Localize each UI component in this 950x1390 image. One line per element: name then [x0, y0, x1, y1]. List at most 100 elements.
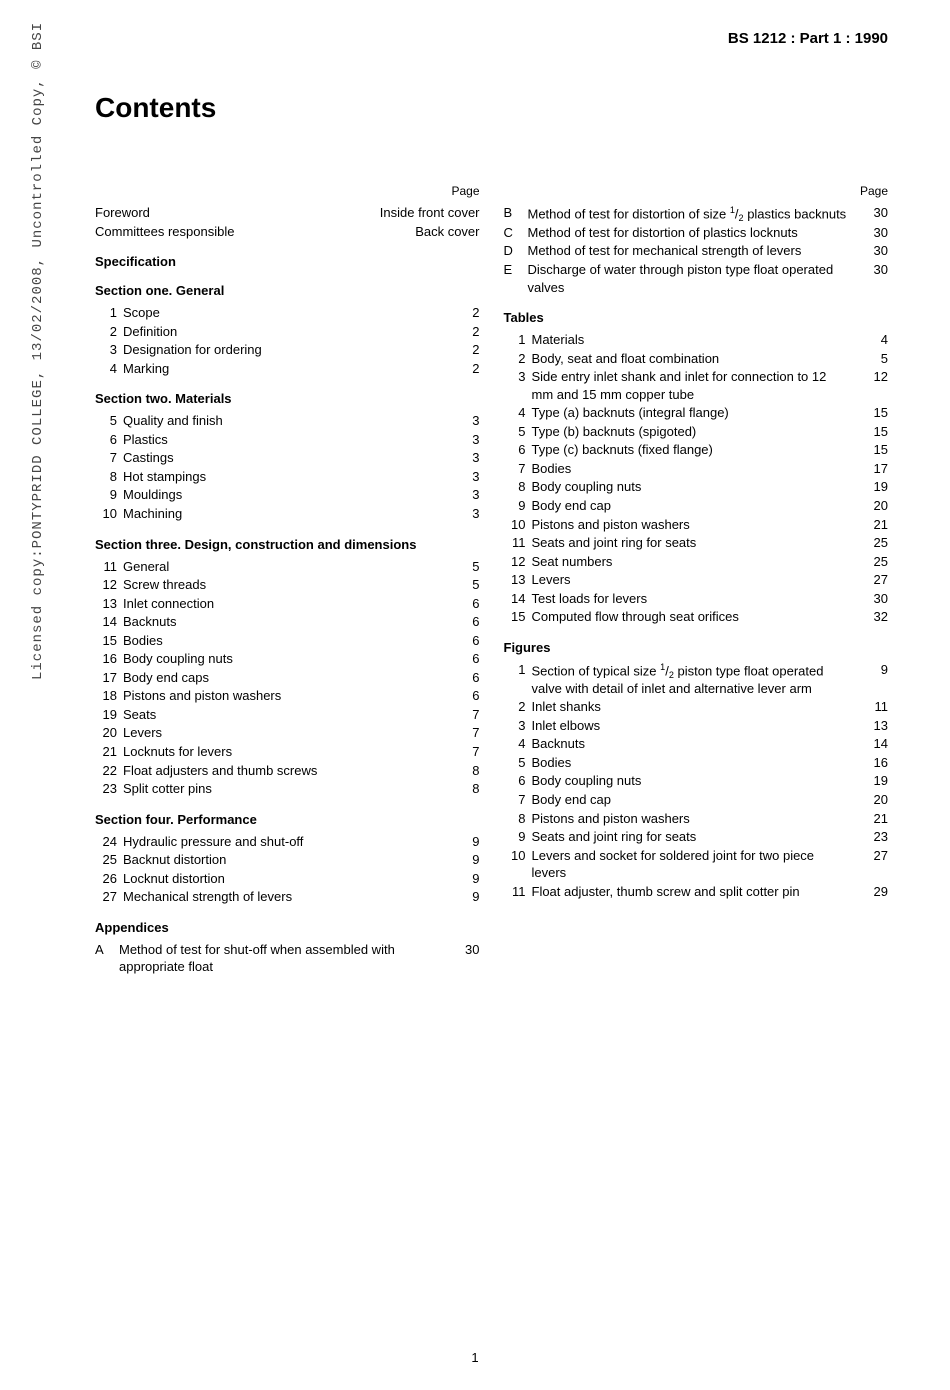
toc-label: Bodies: [532, 460, 859, 478]
toc-row: 5Type (b) backnuts (spigoted)15: [504, 423, 889, 441]
toc-row: 12Screw threads5: [95, 576, 480, 594]
right-column: Page BMethod of test for distortion of s…: [504, 184, 889, 977]
toc-row: 7Bodies17: [504, 460, 889, 478]
toc-page: 9: [450, 851, 480, 869]
toc-row: Foreword Inside front cover: [95, 204, 480, 222]
toc-page: 9: [450, 870, 480, 888]
toc-label: Type (b) backnuts (spigoted): [532, 423, 859, 441]
toc-page: 3: [450, 449, 480, 467]
toc-number: 13: [95, 595, 123, 613]
toc-label: Committees responsible: [95, 223, 415, 241]
section-subheading: Section four. Performance: [95, 812, 480, 827]
section-subheading: Section one. General: [95, 283, 480, 298]
toc-page: 3: [450, 468, 480, 486]
toc-row: 7Castings3: [95, 449, 480, 467]
toc-number: 15: [95, 632, 123, 650]
toc-label: Plastics: [123, 431, 450, 449]
toc-page: 15: [858, 404, 888, 422]
toc-row: 1Section of typical size 1/2 piston type…: [504, 661, 889, 697]
toc-row: 5Bodies16: [504, 754, 889, 772]
toc-row: 11Seats and joint ring for seats25: [504, 534, 889, 552]
toc-number: 7: [504, 460, 532, 478]
toc-label: Method of test for shut-off when assembl…: [119, 941, 450, 976]
tables-heading: Tables: [504, 310, 889, 325]
toc-number: 4: [504, 404, 532, 422]
toc-row: Committees responsible Back cover: [95, 223, 480, 241]
figures-heading: Figures: [504, 640, 889, 655]
page-header-right: Page: [504, 184, 889, 198]
toc-row: 11Float adjuster, thumb screw and split …: [504, 883, 889, 901]
toc-label: Body end caps: [123, 669, 450, 687]
toc-row: 6Body coupling nuts19: [504, 772, 889, 790]
toc-page: 8: [450, 762, 480, 780]
toc-row: DMethod of test for mechanical strength …: [504, 242, 889, 260]
toc-label: Type (a) backnuts (integral flange): [532, 404, 859, 422]
toc-page: 2: [450, 341, 480, 359]
toc-number: 1: [504, 331, 532, 349]
toc-row: 10Machining3: [95, 505, 480, 523]
toc-number: 17: [95, 669, 123, 687]
toc-page: 19: [858, 478, 888, 496]
toc-row: 4Backnuts14: [504, 735, 889, 753]
toc-label: Inlet elbows: [532, 717, 859, 735]
toc-number: 3: [95, 341, 123, 359]
toc-number: 2: [95, 323, 123, 341]
toc-row: BMethod of test for distortion of size 1…: [504, 204, 889, 223]
toc-row: 16Body coupling nuts6: [95, 650, 480, 668]
toc-label: Levers: [123, 724, 450, 742]
left-column: Page Foreword Inside front cover Committ…: [95, 184, 480, 977]
toc-row: 21Locknuts for levers7: [95, 743, 480, 761]
section-subheading: Section two. Materials: [95, 391, 480, 406]
toc-row: 9Seats and joint ring for seats23: [504, 828, 889, 846]
toc-number: 8: [95, 468, 123, 486]
toc-number: 7: [504, 791, 532, 809]
toc-row: 12Seat numbers25: [504, 553, 889, 571]
toc-label: Float adjuster, thumb screw and split co…: [532, 883, 859, 901]
toc-label: Split cotter pins: [123, 780, 450, 798]
toc-row: EDischarge of water through piston type …: [504, 261, 889, 296]
toc-number: 1: [504, 661, 532, 679]
toc-page: 32: [858, 608, 888, 626]
toc-page: 9: [450, 888, 480, 906]
toc-label: Machining: [123, 505, 450, 523]
toc-number: 26: [95, 870, 123, 888]
toc-number: 4: [95, 360, 123, 378]
toc-label: Levers: [532, 571, 859, 589]
toc-row: 3Inlet elbows13: [504, 717, 889, 735]
toc-label: Castings: [123, 449, 450, 467]
toc-page: 5: [450, 558, 480, 576]
toc-page: 30: [858, 242, 888, 260]
toc-row: 17Body end caps6: [95, 669, 480, 687]
toc-page: 7: [450, 706, 480, 724]
toc-page: 21: [858, 516, 888, 534]
toc-row: 18Pistons and piston washers6: [95, 687, 480, 705]
toc-label: Side entry inlet shank and inlet for con…: [532, 368, 859, 403]
toc-row: 8Pistons and piston washers21: [504, 810, 889, 828]
toc-page: 8: [450, 780, 480, 798]
toc-number: 23: [95, 780, 123, 798]
toc-page: 30: [858, 261, 888, 279]
toc-page: 6: [450, 669, 480, 687]
page-header-left: Page: [95, 184, 480, 198]
toc-label: Seats: [123, 706, 450, 724]
toc-number: B: [504, 204, 528, 222]
toc-label: Inlet shanks: [532, 698, 859, 716]
toc-label: Inlet connection: [123, 595, 450, 613]
toc-row: 27Mechanical strength of levers9: [95, 888, 480, 906]
toc-label: Type (c) backnuts (fixed flange): [532, 441, 859, 459]
toc-page: 2: [450, 360, 480, 378]
toc-label: Seat numbers: [532, 553, 859, 571]
toc-label: Mechanical strength of levers: [123, 888, 450, 906]
toc-page: 6: [450, 650, 480, 668]
toc-row: 6Plastics3: [95, 431, 480, 449]
toc-number: 3: [504, 717, 532, 735]
toc-label: Method of test for mechanical strength o…: [528, 242, 859, 260]
toc-label: Hot stampings: [123, 468, 450, 486]
toc-page: 13: [858, 717, 888, 735]
toc-label: Seats and joint ring for seats: [532, 828, 859, 846]
toc-label: Method of test for distortion of size 1/…: [528, 204, 859, 223]
toc-label: Pistons and piston washers: [123, 687, 450, 705]
toc-page: 9: [858, 661, 888, 679]
toc-page: 2: [450, 304, 480, 322]
toc-row: 26Locknut distortion9: [95, 870, 480, 888]
